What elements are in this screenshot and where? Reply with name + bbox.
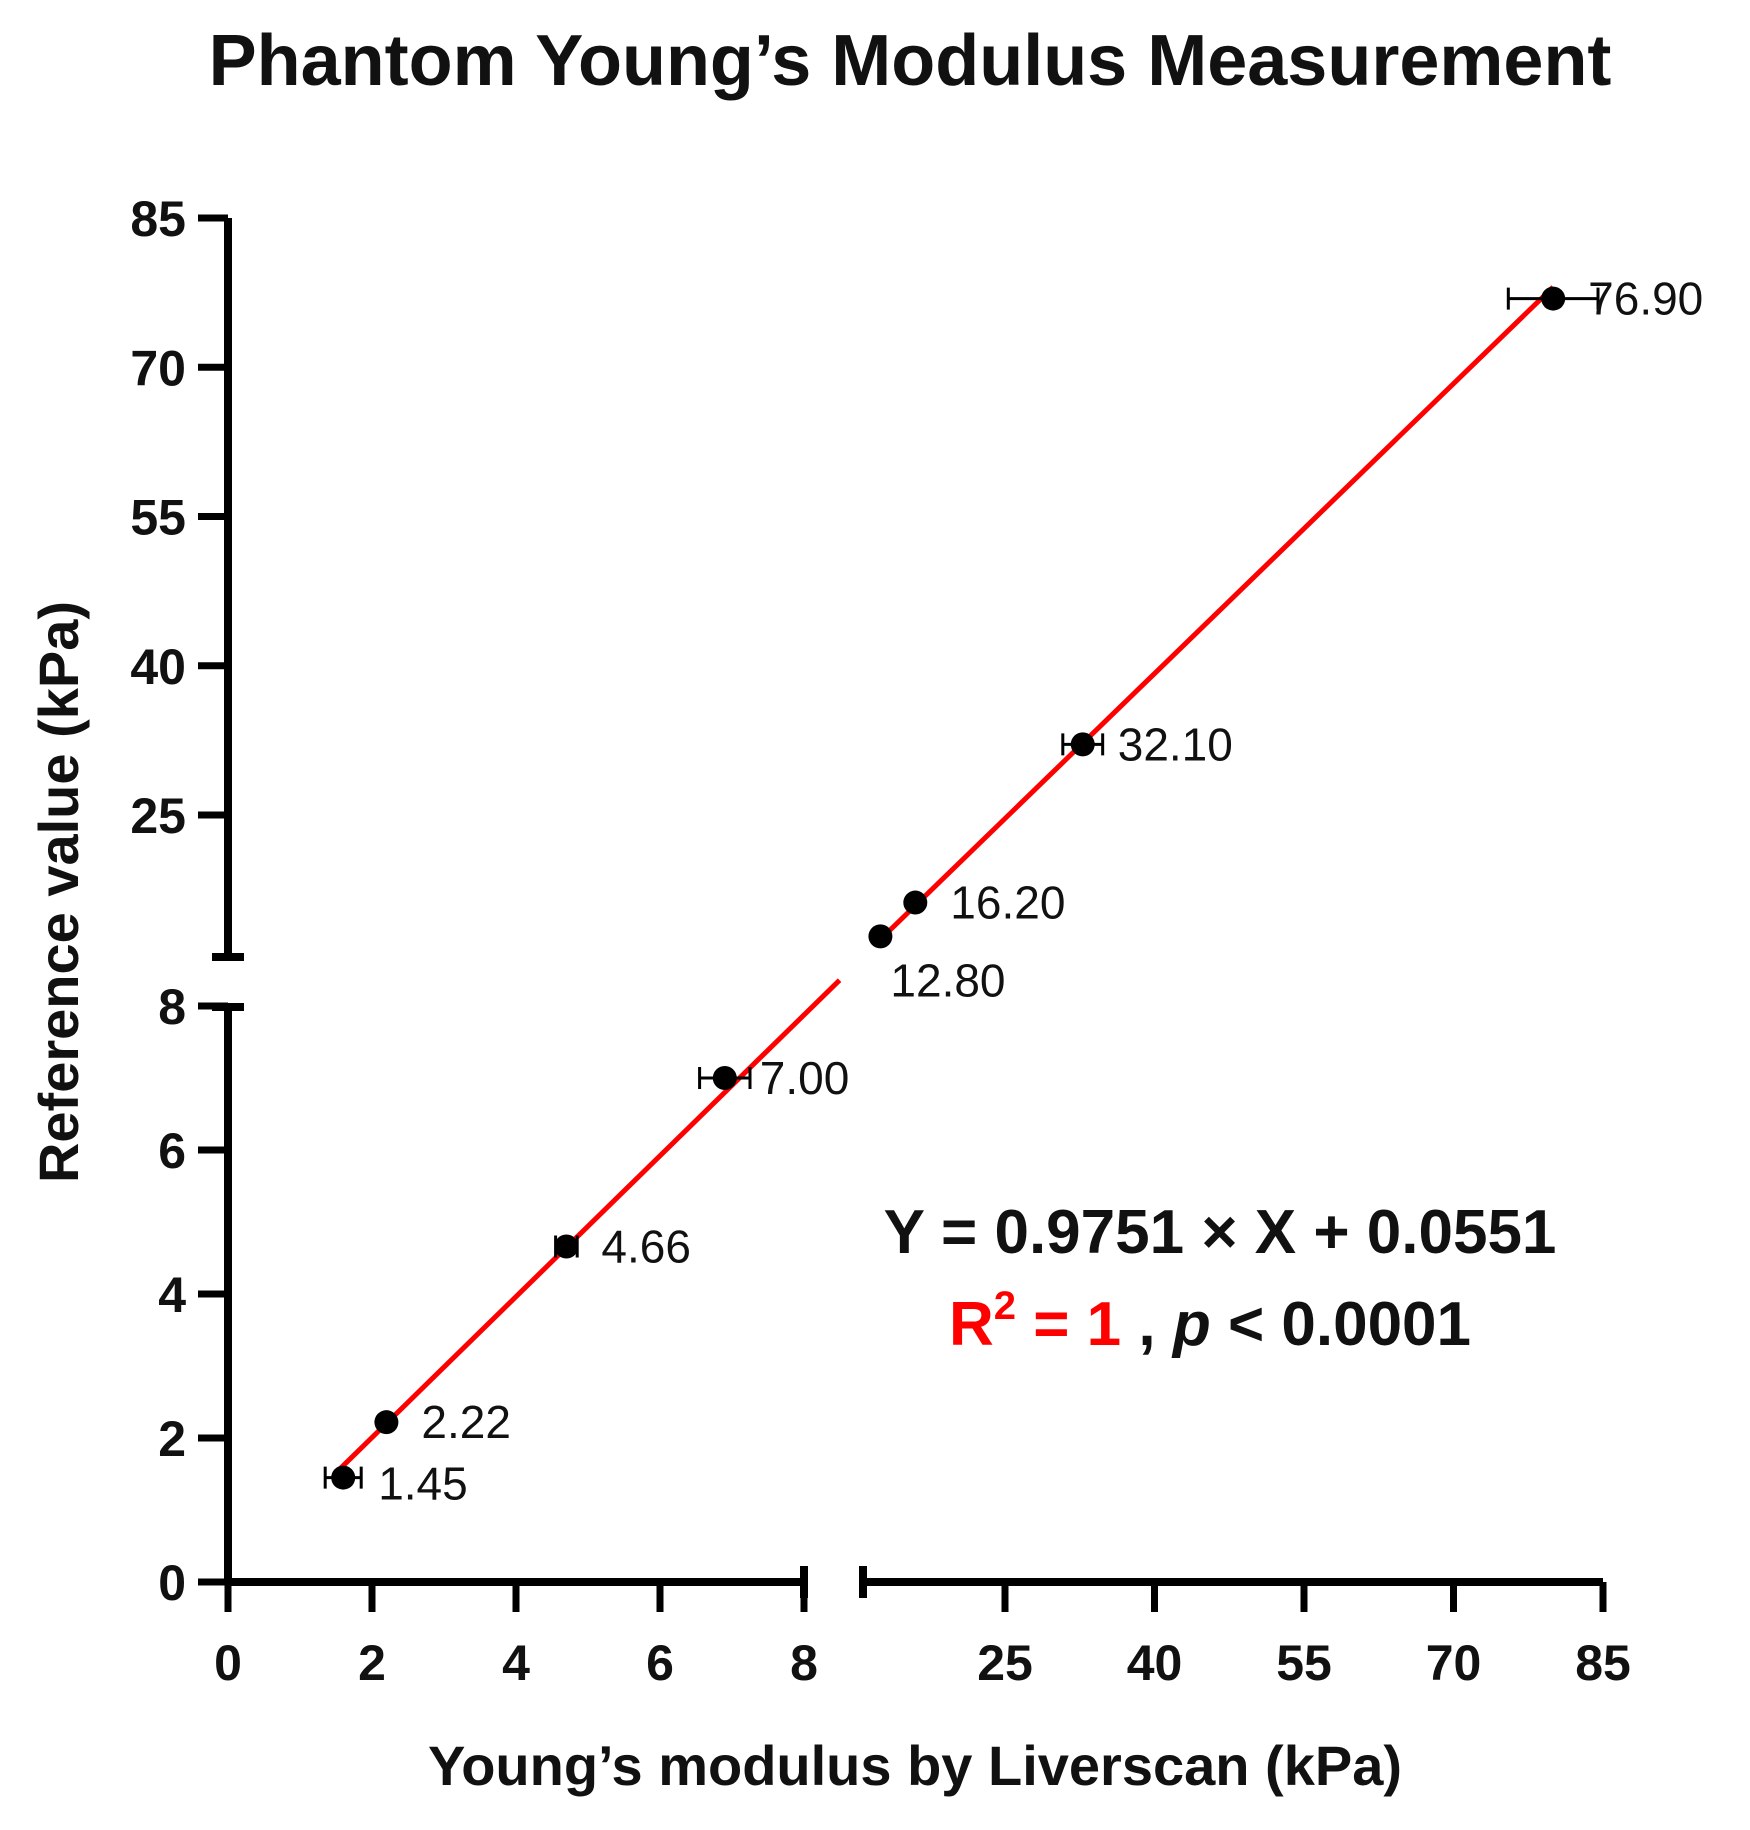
separator: , <box>1121 1290 1173 1359</box>
x-tick-label: 85 <box>1575 1635 1631 1691</box>
r2-symbol: R <box>949 1290 994 1359</box>
regression-equation: Y = 0.9751 × X + 0.0551 <box>884 1198 1557 1267</box>
x-axis-upper-segment <box>859 1566 1603 1598</box>
x-tick-label: 0 <box>214 1635 242 1691</box>
x-tick-label: 25 <box>977 1635 1033 1691</box>
p-symbol: p <box>1171 1290 1211 1359</box>
data-label: 76.90 <box>1588 273 1703 325</box>
data-point <box>331 1465 356 1490</box>
fit-line-group <box>334 285 1555 1475</box>
x-axis-label: Young’s modulus by Liverscan (kPa) <box>428 1734 1402 1797</box>
x-tick-label: 2 <box>358 1635 386 1691</box>
data-point <box>554 1234 579 1259</box>
data-point <box>868 924 893 949</box>
y-tick-label: 8 <box>158 979 186 1035</box>
data-label: 12.80 <box>890 954 1005 1006</box>
axes <box>198 214 1607 1612</box>
y-tick-label: 6 <box>158 1123 186 1179</box>
x-tick-label: 6 <box>646 1635 674 1691</box>
data-point <box>1070 732 1095 757</box>
x-tick-label: 8 <box>790 1635 818 1691</box>
data-label: 32.10 <box>1118 718 1233 770</box>
y-tick-label: 4 <box>158 1267 186 1323</box>
y-axis-upper-segment <box>212 218 244 961</box>
tick-labels: 0 2 4 6 8 25 40 55 70 85 0 2 4 6 8 25 40 55 70 85 <box>130 191 1630 1691</box>
y-tick-label: 40 <box>130 639 186 695</box>
r2-annotation: R2 = 1 , p < 0.0001 <box>949 1284 1471 1359</box>
data-points: 1.45 2.22 4.66 7.00 12.80 16.20 32.10 76.90 <box>323 273 1703 1510</box>
fit-line-upper <box>878 285 1555 942</box>
y-axis-label: Reference value (kPa) <box>27 601 90 1183</box>
y-tick-label: 25 <box>130 788 186 844</box>
data-point <box>374 1410 399 1435</box>
y-tick-label: 0 <box>158 1555 186 1611</box>
data-label: 16.20 <box>950 877 1065 929</box>
y-tick-label: 85 <box>130 191 186 247</box>
data-label: 2.22 <box>421 1396 511 1448</box>
y-tick-label: 55 <box>130 490 186 546</box>
r2-value: = 1 <box>1016 1290 1121 1359</box>
data-point <box>903 890 928 915</box>
y-tick-label: 2 <box>158 1411 186 1467</box>
data-label: 4.66 <box>601 1220 691 1272</box>
chart-title: Phantom Young’s Modulus Measurement <box>209 21 1612 101</box>
x-tick-label: 40 <box>1127 1635 1183 1691</box>
x-tick-label: 70 <box>1426 1635 1482 1691</box>
r2-superscript: 2 <box>994 1284 1016 1328</box>
x-tick-label: 4 <box>502 1635 530 1691</box>
p-value: < 0.0001 <box>1211 1290 1471 1359</box>
data-point <box>712 1066 737 1090</box>
data-label: 7.00 <box>760 1052 850 1104</box>
data-point <box>1541 286 1566 311</box>
fit-line-lower <box>334 978 842 1475</box>
data-label: 1.45 <box>378 1458 468 1510</box>
x-tick-label: 55 <box>1276 1635 1332 1691</box>
y-tick-label: 70 <box>130 340 186 396</box>
